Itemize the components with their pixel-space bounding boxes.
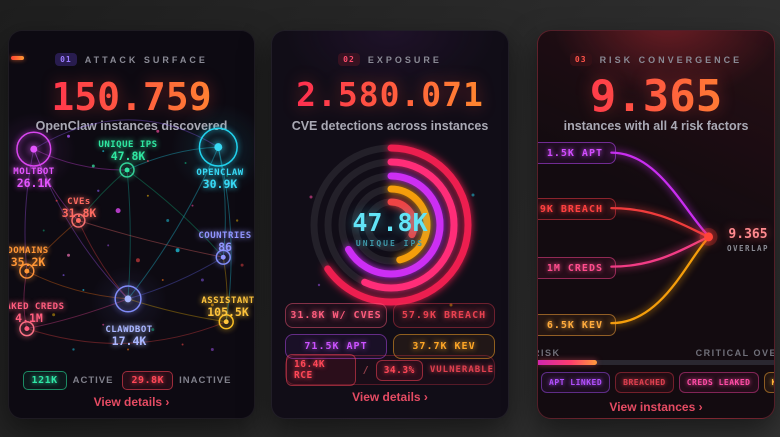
card-index-badge: 01	[55, 53, 77, 66]
exposure-subtitle: CVE detections across instances	[291, 119, 489, 133]
inactive-count-badge: 29.8K	[122, 371, 174, 390]
card-index-badge: 02	[338, 53, 360, 66]
node-unique-ips: UNIQUE IPS 47.8K	[98, 140, 158, 164]
node-openclaw: OPENCLAW 30.9K	[196, 168, 244, 192]
breach-source-badge: 9K BREACH	[538, 198, 616, 220]
risk-legend: APT LINKED BREACHED CREDS LEAKED KEV PRE…	[541, 372, 774, 393]
attack-surface-count: 150.759	[9, 75, 254, 119]
node-countries: COUNTRIES 86	[198, 231, 252, 255]
rce-panel: 16.4K RCE / 34.3% VULNERABLE	[285, 354, 495, 386]
node-leaked-creds: LEAKED CREDS 4.1M	[9, 302, 65, 326]
exposure-card: 02 EXPOSURE 2.580.071 CVE detections acr…	[271, 30, 509, 419]
network-graph	[16, 119, 244, 351]
divider: /	[362, 364, 369, 376]
card-notch	[11, 56, 24, 60]
axis-left-label: RISK	[538, 348, 561, 358]
active-count-badge: 121K	[22, 371, 67, 390]
kev-badge: 37.7K KEV	[393, 334, 495, 359]
unique-ips-value: 47.8K	[352, 208, 428, 237]
unique-ips-label: UNIQUE IPS	[355, 239, 425, 248]
legend-kev-present: KEV PRESENT	[763, 372, 774, 393]
convergence-chart	[610, 151, 718, 325]
cves-badge: 31.8K W/ CVES	[285, 303, 387, 328]
legend-creds-leaked: CREDS LEAKED	[678, 372, 759, 393]
inactive-label: INACTIVE	[179, 375, 232, 386]
risk-progress-track	[538, 360, 774, 365]
risk-convergence-count: 9.365	[538, 71, 774, 122]
node-moltbot: MOLTBOT 26.1K	[13, 167, 55, 191]
card-index-badge: 03	[569, 53, 592, 66]
creds-source-badge: 1M CREDS	[538, 257, 616, 279]
gauge-center: 47.8K UNIQUE IPS	[272, 208, 508, 248]
risk-axis: RISK CRITICAL OVE	[538, 348, 775, 358]
attack-surface-subtitle: OpenClaw instances discovered	[35, 119, 228, 133]
apt-source-badge: 1.5K APT	[538, 142, 616, 164]
view-instances-link[interactable]: View instances ›	[609, 400, 703, 414]
card-title: EXPOSURE	[367, 54, 442, 65]
card-title: ATTACK SURFACE	[84, 54, 208, 65]
node-clawdbot: CLAWDBOT 17.4K	[105, 325, 153, 349]
kev-source-badge: 6.5K KEV	[538, 314, 616, 336]
risk-progress-fill	[538, 360, 597, 365]
vulnerable-pct-badge: 34.3%	[375, 359, 423, 381]
card-title: RISK CONVERGENCE	[599, 54, 743, 65]
status-stats: 121K ACTIVE 29.8K INACTIVE	[9, 371, 254, 390]
legend-apt-linked: APT LINKED	[541, 372, 611, 393]
card-header: 02 EXPOSURE	[272, 53, 508, 66]
overlap-value: 9.365	[728, 227, 768, 242]
rce-badge: 16.4K RCE	[286, 354, 356, 386]
view-details-link[interactable]: View details ›	[352, 390, 428, 404]
legend-breached: BREACHED	[615, 372, 674, 393]
risk-subtitle: instances with all 4 risk factors	[563, 119, 749, 133]
node-domains: DOMAINS 35.2K	[8, 246, 49, 270]
node-assistant: ASSISTANT 105.5K	[201, 296, 255, 320]
breach-badge: 57.9K BREACH	[393, 303, 495, 328]
exposure-stats: 31.8K W/ CVES 57.9K BREACH 71.5K APT 37.…	[285, 303, 495, 359]
active-label: ACTIVE	[72, 375, 114, 386]
card-header: 03 RISK CONVERGENCE	[538, 53, 774, 66]
overlap-label: OVERLAP	[726, 244, 770, 253]
overlap-readout: 9.365 OVERLAP	[722, 227, 774, 253]
view-details-link[interactable]: View details ›	[93, 395, 170, 409]
card-header: 01 ATTACK SURFACE	[9, 53, 254, 66]
radial-gauge	[309, 144, 475, 307]
node-cves: CVEs 31.8K	[61, 197, 97, 221]
exposure-count: 2.580.071	[272, 75, 508, 114]
risk-convergence-card: 03 RISK CONVERGENCE 9.365 instances with…	[537, 30, 775, 419]
axis-right-label: CRITICAL OVE	[695, 348, 775, 358]
vulnerable-label: VULNERABLE	[429, 365, 494, 375]
attack-surface-card: 01 ATTACK SURFACE 150.759 OpenClaw insta…	[8, 30, 255, 419]
